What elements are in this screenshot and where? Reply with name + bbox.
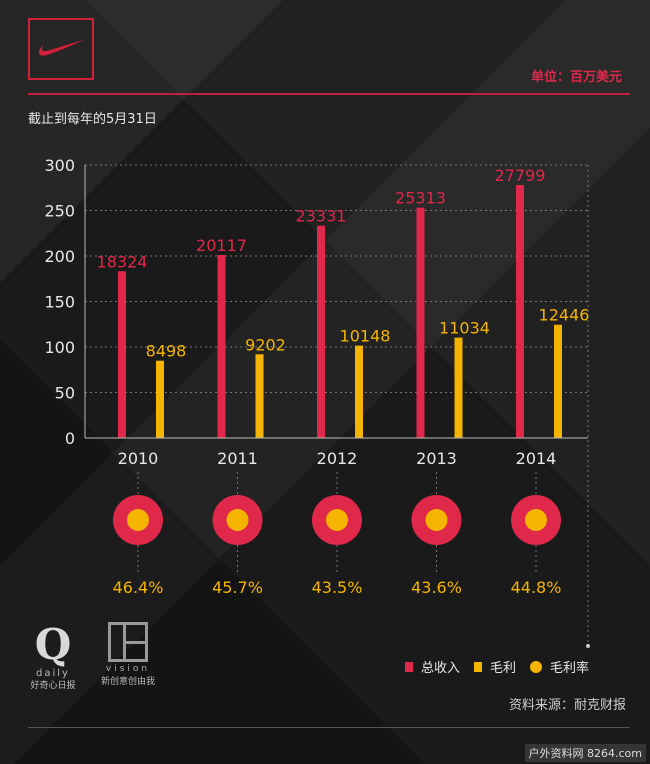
x-tick-label: 2011	[217, 449, 258, 468]
legend-label-revenue: 总收入	[421, 661, 461, 676]
right-guide-dot	[586, 644, 590, 648]
bars	[118, 185, 562, 438]
x-tick-label: 2014	[516, 449, 557, 468]
qdaily-letter: Q	[34, 620, 72, 669]
revenue-bar	[416, 207, 425, 438]
y-tick-label: 150	[44, 293, 75, 312]
legend: 总收入 毛利 毛利率	[405, 657, 603, 676]
gross-profit-label: 8498	[146, 342, 187, 361]
vision-logo: vision 新创意创由我	[92, 622, 164, 688]
margin-label: 46.4%	[113, 578, 164, 597]
revenue-label: 25313	[395, 189, 446, 208]
legend-item-gross-profit: 毛利	[474, 657, 516, 676]
vision-cn: 新创意创由我	[100, 677, 155, 687]
revenue-label: 23331	[296, 207, 347, 226]
bar-labels: 18324 8498 20117 9202 23331 10148 25313 11034 27…	[97, 166, 590, 361]
chart-subtitle: 截止到每年的5月31日	[28, 112, 157, 127]
gross-profit-bar	[156, 360, 164, 438]
revenue-label: 27799	[495, 166, 546, 185]
y-tick-label: 100	[44, 338, 75, 357]
header-divider	[28, 93, 630, 95]
gross-profit-bar	[554, 324, 562, 438]
footer-divider	[28, 727, 630, 728]
y-tick-label: 250	[44, 202, 75, 221]
y-tick-label: 300	[44, 156, 75, 175]
margin-label: 45.7%	[212, 578, 263, 597]
x-tick-label: 2012	[317, 449, 358, 468]
gross-profit-label: 12446	[539, 306, 590, 325]
x-axis: 2010 2011 2012 2013 2014	[85, 437, 588, 468]
margin-dot	[525, 509, 547, 531]
source-note: 资料来源：耐克财报	[508, 698, 626, 713]
margin-dot	[425, 509, 448, 531]
gross-profit-bar	[255, 354, 264, 438]
margin-dot	[127, 509, 149, 531]
gross-profit-label: 11034	[439, 319, 490, 338]
legend-label-gross-profit: 毛利	[490, 661, 517, 676]
legend-item-revenue: 总收入	[405, 657, 460, 676]
legend-item-margin: 毛利率	[530, 657, 589, 676]
y-axis: 0 50 100 150 200 250 300	[44, 156, 86, 448]
legend-swatch-revenue	[405, 661, 413, 672]
x-tick-label: 2013	[416, 449, 457, 468]
revenue-bar	[516, 185, 524, 438]
margin-markers: 46.4% 45.7% 43.5% 43.6% 44.8%	[113, 472, 562, 597]
revenue-label: 20117	[196, 236, 247, 255]
revenue-bar	[217, 254, 226, 438]
gross-profit-label: 10148	[340, 327, 391, 346]
gross-profit-label: 9202	[245, 335, 286, 354]
y-tick-label: 50	[55, 384, 75, 403]
watermark: 户外资料网 8264.com	[524, 744, 646, 762]
y-tick-label: 0	[65, 429, 75, 448]
vision-mark-icon	[108, 622, 148, 662]
revenue-label: 18324	[97, 252, 148, 271]
swoosh-icon	[38, 40, 84, 56]
y-tick-label: 200	[44, 247, 75, 266]
vision-word: vision	[105, 664, 151, 674]
margin-label: 43.6%	[411, 578, 462, 597]
legend-swatch-gross-profit	[474, 661, 483, 672]
margin-label: 44.8%	[511, 578, 562, 597]
gross-profit-bar	[355, 345, 363, 438]
grid-lines	[85, 164, 590, 648]
legend-label-margin: 毛利率	[550, 661, 590, 676]
margin-label: 43.5%	[312, 578, 363, 597]
x-tick-label: 2010	[118, 449, 159, 468]
revenue-bar	[118, 271, 126, 438]
unit-label: 单位：百万美元	[530, 70, 622, 85]
qdaily-logo: Q daily 好奇心日报	[28, 622, 78, 692]
gross-profit-bar	[454, 337, 463, 438]
legend-dot-margin	[530, 660, 543, 673]
revenue-bar	[317, 225, 325, 438]
nike-logo	[28, 18, 94, 80]
margin-dot	[226, 509, 249, 531]
qdaily-word: daily	[36, 668, 70, 679]
margin-dot	[326, 509, 348, 531]
qdaily-cn: 好奇心日报	[30, 681, 76, 691]
